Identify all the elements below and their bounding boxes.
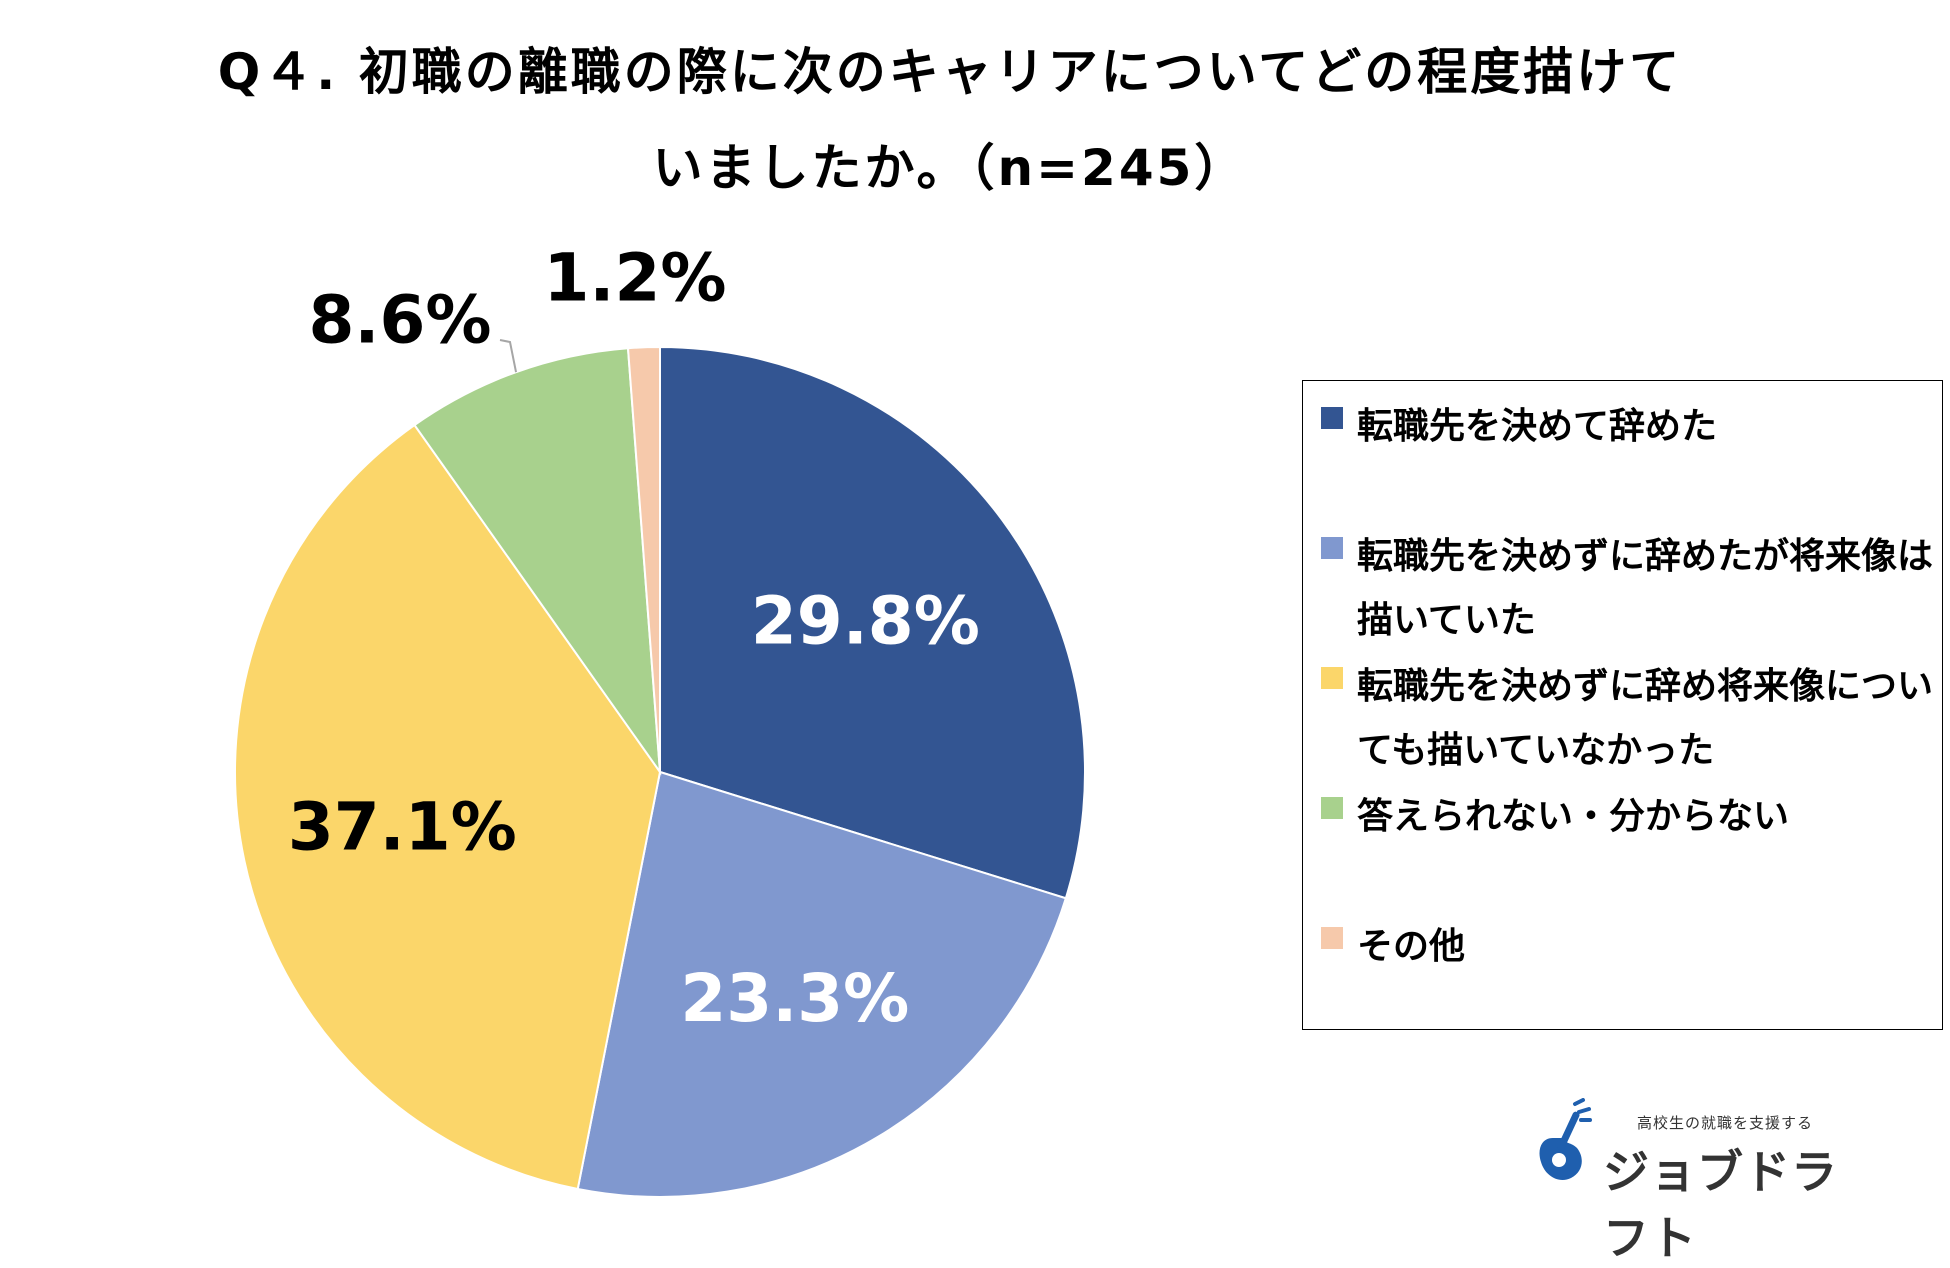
slice-other <box>626 345 661 773</box>
legend-label: 転職先を決めずに辞めたが将来像は描いていた <box>1357 536 1934 641</box>
jobdraft-logo: 高校生の就職を支援する ジョブドラフト <box>1535 1098 1865 1265</box>
legend: 転職先を決めて辞めた 転職先を決めずに辞めたが将来像は描いていた 転職先を決めず… <box>1302 380 1943 1030</box>
logo-name: ジョブドラフト <box>1603 1145 1838 1265</box>
legend-label: その他 <box>1357 926 1466 967</box>
slice-decided <box>659 345 1086 900</box>
data-label: 23.3% <box>680 960 909 1037</box>
legend-swatch <box>1321 797 1343 819</box>
legend-swatch <box>1321 667 1343 689</box>
legend-swatch <box>1321 537 1343 559</box>
legend-item: 転職先を決めずに辞め将来像についても描いていなかった <box>1321 655 1937 783</box>
guitar-note-icon <box>1539 1098 1592 1181</box>
legend-label: 答えられない・分からない <box>1357 796 1790 837</box>
data-label: 8.6% <box>308 282 491 359</box>
chart-title-line-1: Q４. 初職の離職の際に次のキャリアについてどの程度描けて <box>217 43 1683 101</box>
legend-swatch <box>1321 407 1343 429</box>
data-label: 37.1% <box>288 789 517 866</box>
data-label: 29.8% <box>751 582 980 659</box>
legend-item: 答えられない・分からない <box>1321 785 1937 849</box>
legend-item: 転職先を決めて辞めた <box>1321 395 1937 459</box>
legend-swatch <box>1321 927 1343 949</box>
pie-chart: 29.8% 23.3% 37.1% 8.6% 1.2% <box>234 240 1086 1198</box>
logo-tagline: 高校生の就職を支援する <box>1637 1114 1814 1132</box>
data-label: 1.2% <box>543 240 726 317</box>
legend-label: 転職先を決めずに辞め将来像についても描いていなかった <box>1357 666 1934 771</box>
legend-item: その他 <box>1321 915 1937 979</box>
legend-label: 転職先を決めて辞めた <box>1357 406 1718 447</box>
slice-undecided-no-vision <box>234 423 662 1191</box>
leader-line <box>499 339 518 373</box>
chart-title-line-2: いましたか。（n=245） <box>652 139 1248 197</box>
slice-undecided-with-vision <box>576 770 1068 1198</box>
legend-item: 転職先を決めずに辞めたが将来像は描いていた <box>1321 525 1937 653</box>
